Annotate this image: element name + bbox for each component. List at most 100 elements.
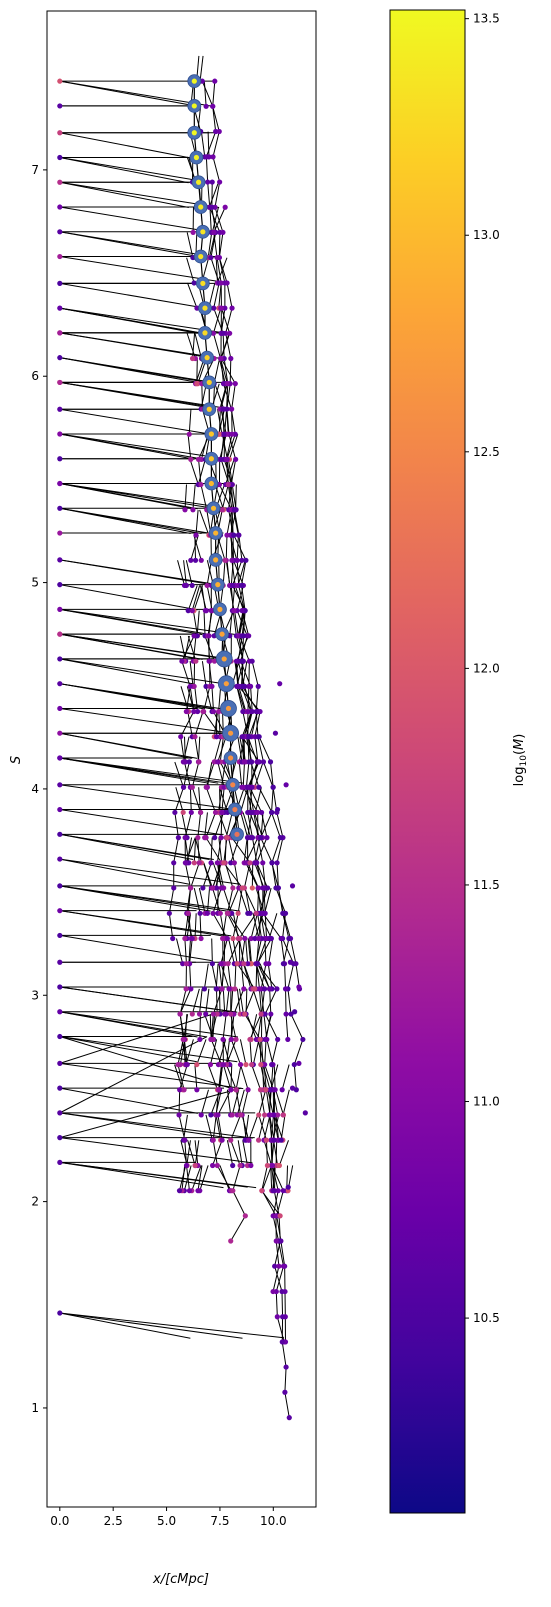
branch-node xyxy=(256,1112,262,1118)
halo-node xyxy=(203,103,209,109)
branch-node xyxy=(249,708,255,715)
branch-node xyxy=(220,229,226,236)
tree-edge xyxy=(204,812,208,838)
branch-node xyxy=(228,1238,234,1244)
main-node xyxy=(191,103,197,109)
branch-node xyxy=(176,1112,182,1118)
branch-node xyxy=(273,1213,279,1219)
fan-edge xyxy=(59,1036,197,1063)
branch-node xyxy=(254,860,260,866)
halo-node xyxy=(198,1112,204,1118)
halo-node xyxy=(185,608,191,614)
left-node xyxy=(57,130,63,136)
fan-edge xyxy=(59,633,203,660)
branch-node xyxy=(280,961,286,967)
main-node xyxy=(202,330,208,336)
branch-node xyxy=(278,935,284,942)
fan-edge xyxy=(59,885,211,912)
branch-node xyxy=(258,809,265,816)
y-tick-label: 4 xyxy=(31,782,39,796)
main-node xyxy=(191,130,197,136)
branch-node xyxy=(187,683,193,689)
branch-node xyxy=(249,658,255,664)
branch-node xyxy=(275,1036,281,1043)
branch-node xyxy=(262,1011,268,1017)
tree-edge xyxy=(226,1089,232,1116)
tree-edge xyxy=(230,988,234,1015)
main-node xyxy=(232,806,238,813)
main-axes: 0.0 2.5 5.0 7.5 10.0 1 2 3 4 5 6 7 x/[cMpc] S xyxy=(9,10,317,1587)
tree-edge xyxy=(198,787,202,813)
branch-node xyxy=(218,280,224,286)
tree-edge xyxy=(240,787,249,813)
branch-node xyxy=(208,1036,214,1043)
branch-node xyxy=(188,986,194,992)
halo-node xyxy=(190,507,196,513)
halo-node xyxy=(182,507,188,513)
main-node xyxy=(228,755,234,761)
branch-node xyxy=(210,103,216,109)
branch-node xyxy=(216,128,222,135)
branch-node xyxy=(211,305,217,311)
branch-node xyxy=(239,683,245,689)
fan-edge xyxy=(59,1312,191,1339)
plot-frame xyxy=(46,10,317,1508)
y-axis-label: S xyxy=(9,756,24,764)
left-node xyxy=(57,1159,63,1166)
tree-edge xyxy=(218,963,223,989)
fan-edge xyxy=(59,408,213,435)
halo-node xyxy=(230,1162,236,1169)
tree-edge xyxy=(199,55,204,82)
tree-edge xyxy=(239,736,246,762)
branch-node xyxy=(189,784,195,790)
branch-node xyxy=(229,557,235,563)
branch-node xyxy=(221,860,227,866)
branch-node xyxy=(236,935,242,942)
halo-node xyxy=(212,835,218,841)
branch-node xyxy=(239,557,245,563)
left-node xyxy=(57,755,63,761)
fan-edge xyxy=(59,483,193,510)
fan-edge xyxy=(59,584,198,611)
branch-node xyxy=(236,532,242,538)
tree-edge xyxy=(209,1039,218,1065)
branch-node xyxy=(183,1162,190,1169)
branch-edge xyxy=(177,711,204,1090)
tree-edge xyxy=(255,963,258,989)
edge-node xyxy=(292,1009,298,1015)
edge-node xyxy=(274,806,281,813)
tree-edge xyxy=(210,837,213,863)
branch-node xyxy=(218,961,224,967)
tree-edge xyxy=(245,938,249,964)
branch-node xyxy=(293,961,299,967)
halo-node xyxy=(203,1011,209,1017)
tree-edge xyxy=(194,333,202,359)
branch-node xyxy=(189,935,195,942)
tree-edge xyxy=(234,610,239,636)
branch-node xyxy=(215,1112,221,1118)
main-node xyxy=(200,280,206,286)
tree-edge xyxy=(185,560,193,586)
halo-node xyxy=(192,557,199,563)
fan-edge xyxy=(59,858,190,885)
branch-node xyxy=(271,1188,277,1194)
tree-edge xyxy=(238,762,243,788)
y-tick-label: 5 xyxy=(31,576,39,590)
colorbar-tick-label: 11.0 xyxy=(473,1095,500,1109)
tree-edge xyxy=(189,459,199,485)
halo-node xyxy=(275,1112,281,1118)
fan-edge xyxy=(59,833,210,861)
halo-node xyxy=(197,910,203,916)
tree-edge xyxy=(193,888,201,914)
tree-edge xyxy=(205,1114,213,1141)
branch-node xyxy=(239,608,245,614)
branch-node xyxy=(217,355,224,362)
branch-node xyxy=(240,784,246,790)
branch-node xyxy=(263,1137,270,1143)
tree-edge xyxy=(237,1140,243,1166)
tree-edge xyxy=(252,1039,260,1065)
left-node xyxy=(57,631,63,637)
left-node xyxy=(57,1009,63,1015)
tree-edge xyxy=(239,1039,247,1065)
branch-node xyxy=(280,910,286,916)
